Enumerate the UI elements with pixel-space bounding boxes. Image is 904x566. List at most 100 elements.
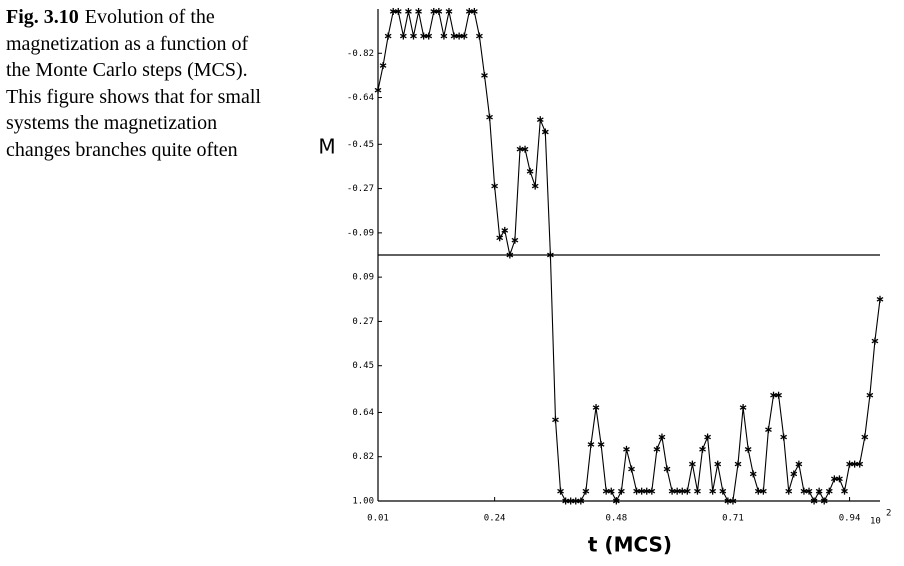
asterisk-marker bbox=[785, 487, 793, 495]
marker-stroke bbox=[714, 461, 722, 467]
asterisk-marker bbox=[491, 182, 498, 190]
y-tick-label: 0.27 bbox=[352, 317, 374, 327]
marker-stroke bbox=[531, 183, 539, 189]
marker-stroke bbox=[587, 442, 595, 447]
caption-label: Fig. 3.10 bbox=[6, 6, 79, 28]
asterisk-marker bbox=[511, 236, 519, 244]
x-scale-base: 10 bbox=[870, 517, 881, 527]
marker-stroke bbox=[628, 466, 635, 472]
asterisk-marker bbox=[405, 7, 412, 15]
asterisk-marker bbox=[704, 433, 711, 441]
asterisk-marker bbox=[694, 487, 701, 495]
marker-stroke bbox=[547, 252, 554, 258]
marker-stroke bbox=[612, 498, 620, 504]
marker-stroke bbox=[552, 417, 559, 423]
marker-stroke bbox=[836, 476, 843, 482]
asterisk-marker bbox=[836, 475, 843, 483]
asterisk-marker bbox=[547, 251, 554, 259]
asterisk-marker bbox=[552, 416, 559, 424]
marker-stroke bbox=[501, 228, 509, 233]
asterisk-marker bbox=[440, 32, 448, 40]
asterisk-marker bbox=[486, 113, 493, 121]
asterisk-marker bbox=[597, 440, 605, 448]
asterisk-marker bbox=[825, 487, 833, 495]
marker-stroke bbox=[557, 488, 564, 494]
marker-stroke bbox=[871, 338, 879, 344]
marker-stroke bbox=[775, 392, 782, 398]
marker-stroke bbox=[795, 461, 803, 467]
marker-stroke bbox=[597, 442, 605, 447]
asterisk-marker bbox=[481, 71, 488, 79]
asterisk-marker bbox=[775, 391, 782, 399]
asterisk-marker bbox=[866, 391, 874, 399]
y-tick-label: -0.64 bbox=[347, 93, 374, 103]
asterisk-marker bbox=[815, 487, 823, 495]
y-tick-label: -0.82 bbox=[347, 49, 374, 59]
marker-stroke bbox=[506, 252, 514, 258]
asterisk-marker bbox=[744, 445, 752, 453]
x-scale-exponent: 2 bbox=[886, 509, 891, 519]
y-tick-label: 0.45 bbox=[352, 361, 374, 371]
marker-stroke bbox=[511, 237, 519, 243]
marker-stroke bbox=[866, 392, 874, 398]
marker-stroke bbox=[744, 447, 752, 452]
marker-stroke bbox=[653, 447, 661, 452]
marker-stroke bbox=[394, 9, 402, 14]
marker-stroke bbox=[440, 33, 448, 39]
marker-stroke bbox=[410, 33, 417, 39]
marker-stroke bbox=[729, 498, 737, 504]
marker-stroke bbox=[719, 488, 727, 494]
asterisk-marker bbox=[739, 404, 747, 412]
marker-stroke bbox=[739, 405, 747, 410]
marker-stroke bbox=[526, 169, 534, 174]
asterisk-marker bbox=[861, 433, 869, 441]
asterisk-marker bbox=[734, 460, 742, 468]
marker-stroke bbox=[460, 33, 468, 39]
asterisk-marker bbox=[658, 433, 666, 441]
asterisk-marker bbox=[760, 487, 767, 495]
x-tick-label: 0.94 bbox=[839, 514, 861, 524]
asterisk-marker bbox=[526, 167, 534, 175]
marker-stroke bbox=[663, 466, 671, 472]
asterisk-marker bbox=[790, 470, 798, 478]
asterisk-marker bbox=[531, 182, 539, 190]
marker-stroke bbox=[399, 33, 407, 39]
asterisk-marker bbox=[506, 251, 514, 259]
marker-stroke bbox=[648, 488, 656, 494]
asterisk-marker bbox=[841, 487, 848, 495]
marker-stroke bbox=[577, 498, 585, 504]
marker-stroke bbox=[709, 488, 717, 494]
marker-stroke bbox=[780, 434, 788, 440]
marker-stroke bbox=[785, 488, 793, 494]
asterisk-marker bbox=[582, 487, 590, 495]
caption-text: Evolution of the magnetization as a func… bbox=[6, 6, 261, 161]
marker-stroke bbox=[536, 117, 544, 123]
asterisk-marker bbox=[623, 445, 630, 453]
asterisk-marker bbox=[628, 465, 635, 473]
asterisk-marker bbox=[689, 460, 696, 468]
asterisk-marker bbox=[795, 460, 803, 468]
asterisk-marker bbox=[709, 487, 717, 495]
y-tick-label: 0.82 bbox=[352, 452, 374, 462]
asterisk-marker bbox=[607, 487, 615, 495]
asterisk-marker bbox=[719, 487, 727, 495]
marker-stroke bbox=[760, 488, 767, 494]
y-tick-label: -0.45 bbox=[347, 140, 374, 150]
marker-stroke bbox=[374, 87, 382, 93]
marker-stroke bbox=[856, 461, 864, 467]
asterisk-marker bbox=[379, 62, 387, 70]
y-axis-label: M bbox=[318, 135, 335, 159]
marker-stroke bbox=[618, 488, 625, 494]
marker-stroke bbox=[384, 33, 392, 39]
marker-stroke bbox=[405, 9, 412, 14]
marker-stroke bbox=[699, 447, 706, 452]
marker-stroke bbox=[445, 9, 453, 14]
marker-stroke bbox=[481, 73, 488, 78]
marker-stroke bbox=[841, 488, 848, 494]
y-tick-label: -0.27 bbox=[347, 184, 374, 194]
y-tick-label: -0.09 bbox=[347, 228, 374, 238]
asterisk-marker bbox=[871, 337, 879, 345]
marker-stroke bbox=[815, 488, 823, 494]
